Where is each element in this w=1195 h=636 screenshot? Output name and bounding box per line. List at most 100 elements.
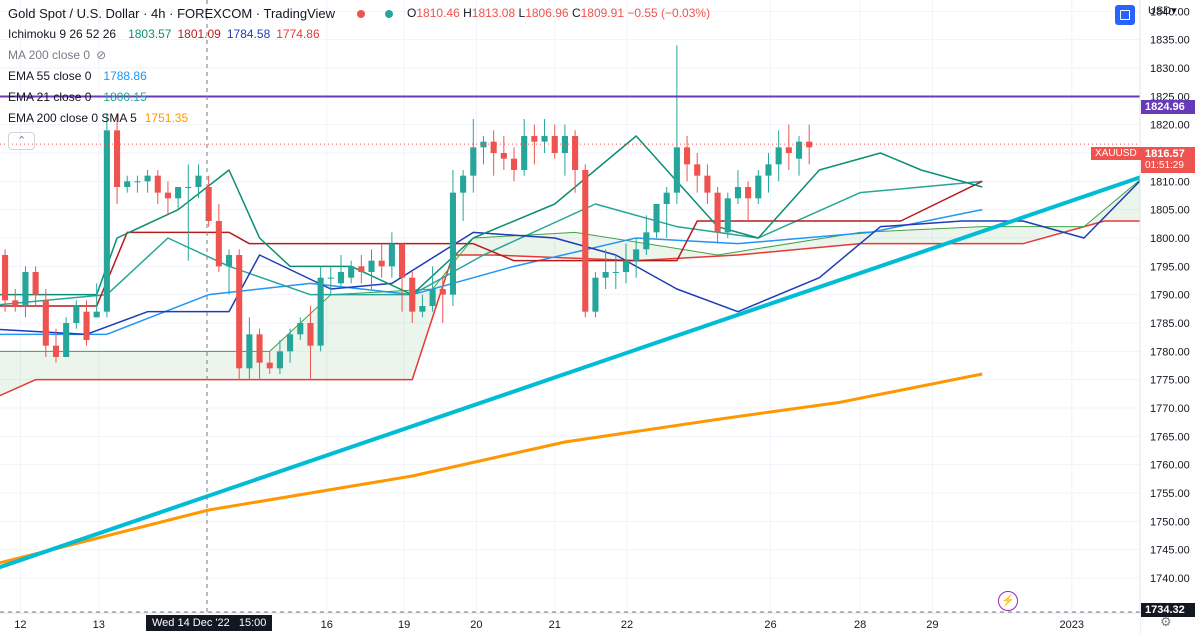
ichimoku-tenkan-value: 1803.57 xyxy=(128,27,172,41)
candle-body xyxy=(205,187,212,221)
candle-body xyxy=(572,136,579,170)
candle xyxy=(704,164,711,204)
time-tick-label: 29 xyxy=(926,619,938,631)
candle xyxy=(643,215,650,255)
legend-ichimoku[interactable]: Ichimoku 9 26 52 26 1803.57 1801.09 1784… xyxy=(8,24,710,45)
candle-body xyxy=(734,187,741,199)
time-tick-label: 28 xyxy=(854,619,866,631)
candle-body xyxy=(755,175,762,199)
crosshair-time-label: Wed 14 Dec '22 15:00 xyxy=(146,615,273,631)
price-tick-label: 1765.00 xyxy=(1150,431,1190,443)
candle xyxy=(63,317,70,357)
candle-body xyxy=(236,255,243,369)
chart-overlays xyxy=(0,0,1140,613)
candle-body xyxy=(32,272,39,295)
candle xyxy=(12,289,19,312)
legend-ma200[interactable]: MA 200 close 0 ⊘ xyxy=(8,45,710,66)
candle xyxy=(419,294,426,318)
candle xyxy=(673,45,680,204)
candle xyxy=(2,249,9,312)
price-tick-label: 1840.00 xyxy=(1150,6,1190,18)
collapse-legend-button[interactable]: ⌃ xyxy=(8,132,36,150)
gear-icon[interactable]: ⚙ xyxy=(1160,614,1172,629)
candle-body xyxy=(175,187,182,199)
cloud-segment xyxy=(463,175,1146,261)
time-tick-label: 13 xyxy=(93,619,105,631)
candle xyxy=(724,192,731,238)
ema21-label: EMA 21 close 0 xyxy=(8,90,92,104)
tenkan-line xyxy=(0,135,983,296)
candle xyxy=(500,136,507,170)
time-tick-label: 20 xyxy=(470,619,482,631)
price-tick-label: 1830.00 xyxy=(1150,63,1190,75)
price-tick-label: 1755.00 xyxy=(1150,488,1190,500)
candle-body xyxy=(399,243,406,278)
candle-body xyxy=(806,141,813,148)
candle-body xyxy=(785,147,792,153)
price-tick-label: 1795.00 xyxy=(1150,261,1190,273)
candle-body xyxy=(531,136,538,142)
candle-body xyxy=(348,266,355,278)
low-label: L xyxy=(518,6,526,20)
symbol-badge: XAUUSD xyxy=(1091,147,1141,160)
candle xyxy=(745,181,752,221)
candle-body xyxy=(225,255,233,267)
candle xyxy=(551,124,558,159)
price-tick-label: 1750.00 xyxy=(1150,516,1190,528)
candle-body xyxy=(93,311,100,318)
candle xyxy=(470,119,477,193)
candle-body xyxy=(358,266,365,272)
candle xyxy=(439,277,446,323)
candle xyxy=(276,340,283,374)
price-tick-label: 1775.00 xyxy=(1150,375,1190,387)
ohlc-values: O1810.46 H1813.08 L1806.96 C1809.91 −0.5… xyxy=(407,3,710,24)
trend-line xyxy=(0,173,1146,570)
candle-body xyxy=(409,277,416,312)
legend-ema200[interactable]: EMA 200 close 0 SMA 5 1751.35 xyxy=(8,108,710,129)
hline-price-text: 1824.96 xyxy=(1145,101,1185,113)
price-tick-label: 1740.00 xyxy=(1150,573,1190,585)
candle-body xyxy=(124,181,131,187)
lightning-icon[interactable]: ⚡ xyxy=(998,591,1018,611)
candle xyxy=(246,317,253,380)
candle-body xyxy=(694,164,701,176)
time-tick-label: 22 xyxy=(621,619,633,631)
candle xyxy=(144,170,151,193)
candle xyxy=(409,272,416,323)
price-tick-label: 1790.00 xyxy=(1150,290,1190,302)
time-tick-label: 19 xyxy=(398,619,410,631)
legend-ema21[interactable]: EMA 21 close 0 1800.15 xyxy=(8,87,710,108)
candle xyxy=(531,124,538,165)
candle-body xyxy=(317,277,324,346)
price-tick-label: 1805.00 xyxy=(1150,205,1190,217)
ichimoku-chikou-value: 1784.58 xyxy=(226,27,271,41)
time-tick-label: 16 xyxy=(321,619,333,631)
screenshot-button[interactable] xyxy=(1115,5,1135,25)
candle xyxy=(32,266,39,306)
candle xyxy=(633,238,640,278)
bottom-price-text: 1734.32 xyxy=(1145,604,1185,616)
currency-selector[interactable]: USD▾ xyxy=(1148,5,1177,17)
candle-body xyxy=(103,130,110,312)
ema200-value: 1751.35 xyxy=(144,111,189,125)
eye-off-icon[interactable]: ⊘ xyxy=(96,48,107,62)
ema55-line xyxy=(0,208,983,336)
cloud-segment xyxy=(0,269,448,396)
bottom-price-badge: 1734.32 xyxy=(1141,603,1195,617)
data-status-icon xyxy=(385,9,394,18)
price-tick-label: 1760.00 xyxy=(1150,460,1190,472)
candle xyxy=(541,119,548,153)
candle xyxy=(521,119,528,176)
candle xyxy=(307,306,314,380)
candle xyxy=(134,175,141,193)
price-axis: 1840.001835.001830.001825.001820.001815.… xyxy=(1139,0,1195,636)
candle-body xyxy=(510,158,518,170)
market-status-icon xyxy=(357,9,366,18)
candle-body xyxy=(73,306,80,323)
candle-body xyxy=(582,170,589,312)
candle xyxy=(236,249,243,380)
candle xyxy=(572,130,579,193)
legend-ema55[interactable]: EMA 55 close 0 1788.86 xyxy=(8,66,710,87)
time-axis: 12 13 16 19 20 21 22 26 28 29 2023 xyxy=(0,612,1195,636)
